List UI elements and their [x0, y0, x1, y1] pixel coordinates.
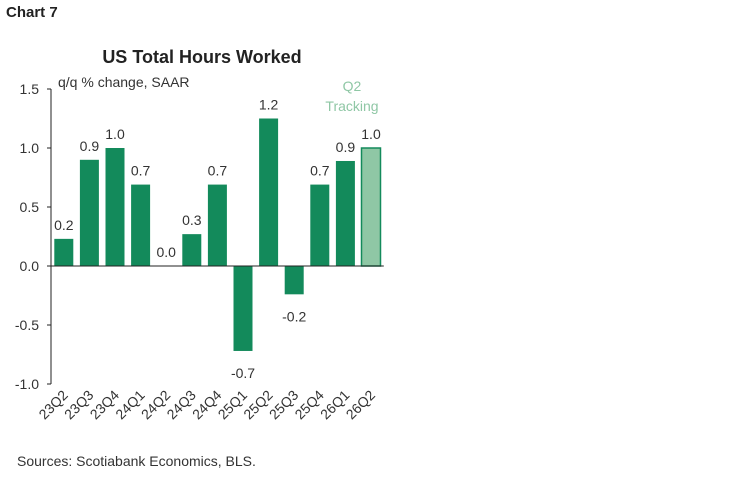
bar	[207, 184, 227, 266]
y-tick-label: 1.0	[20, 140, 40, 156]
y-axis-unit-label: q/q % change, SAAR	[58, 74, 190, 90]
x-axis: 23Q223Q323Q424Q124Q224Q324Q425Q125Q225Q3…	[35, 265, 384, 423]
x-tick-label: 26Q2	[343, 387, 379, 423]
bars	[54, 118, 382, 351]
annotation-line: Tracking	[325, 98, 378, 114]
tracking-annotation: Q2 Tracking	[325, 78, 378, 114]
bar	[284, 266, 304, 295]
bar	[360, 147, 382, 267]
bar	[182, 234, 202, 266]
data-label: 1.0	[361, 126, 381, 142]
y-tick-label: 0.0	[20, 258, 40, 274]
y-axis: 1.5 1.0 0.5 0.0 -0.5 -1.0	[15, 81, 52, 392]
y-tick-label: 1.5	[20, 81, 40, 97]
data-label: 0.0	[156, 244, 176, 260]
bar	[259, 118, 279, 266]
data-label: 0.9	[80, 138, 100, 154]
bar	[131, 184, 151, 266]
chart-title: US Total Hours Worked	[102, 47, 301, 67]
data-label: -0.7	[231, 365, 255, 381]
data-label: 0.7	[310, 163, 330, 179]
data-label: 1.2	[259, 97, 279, 113]
data-label: 1.0	[105, 126, 125, 142]
data-label: 0.7	[208, 163, 228, 179]
data-label: 0.3	[182, 212, 202, 228]
data-label: -0.2	[282, 308, 306, 324]
bar	[310, 184, 330, 266]
y-tick-label: -1.0	[15, 376, 39, 392]
data-labels: 0.2 0.9 1.0 0.7 0.0 0.3 0.7 -0.7 1.2 -0.2 0.7 0.9 1.…	[54, 97, 381, 381]
y-tick-label: 0.5	[20, 199, 40, 215]
bar	[54, 238, 74, 266]
annotation-line: Q2	[343, 78, 362, 94]
data-label: 0.2	[54, 217, 74, 233]
bar	[105, 148, 125, 266]
data-label: 0.9	[336, 139, 356, 155]
bar	[335, 160, 355, 266]
data-label: 0.7	[131, 163, 151, 179]
bar	[233, 266, 253, 351]
bar	[79, 159, 99, 266]
chart-number-label: Chart 7	[6, 4, 58, 21]
source-note: Sources: Scotiabank Economics, BLS.	[17, 453, 256, 469]
y-tick-label: -0.5	[15, 317, 39, 333]
